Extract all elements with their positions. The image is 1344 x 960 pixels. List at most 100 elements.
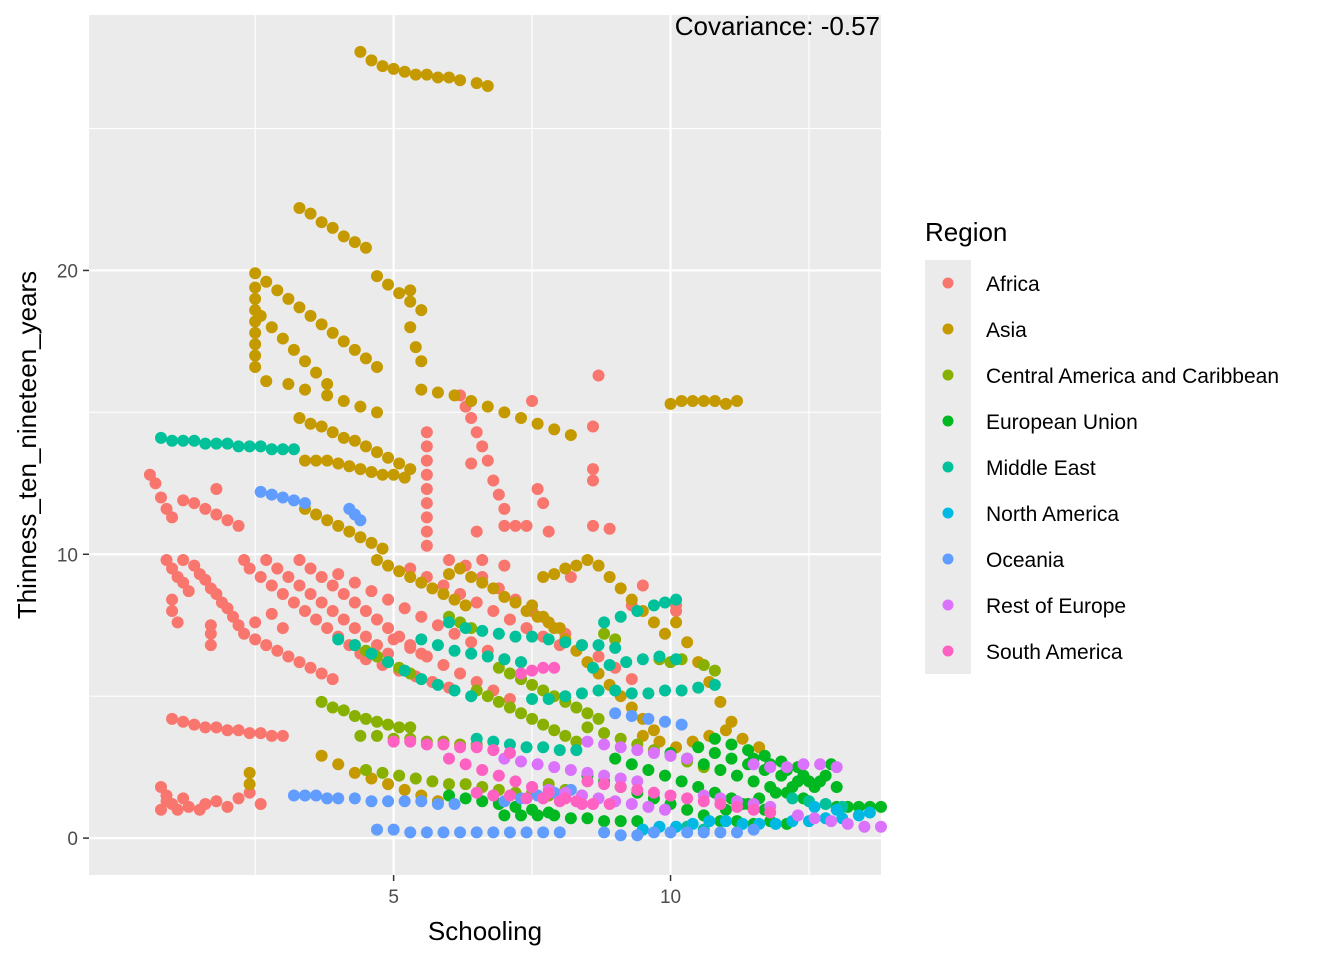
data-point: [681, 792, 694, 805]
data-point: [559, 729, 572, 742]
data-point: [415, 304, 428, 317]
data-point: [304, 588, 317, 601]
data-point: [725, 738, 738, 751]
data-point: [587, 519, 599, 532]
data-point: [609, 752, 622, 765]
data-point: [542, 633, 555, 646]
data-point: [337, 395, 350, 408]
data-point: [542, 525, 555, 538]
data-point: [282, 650, 295, 663]
data-point: [437, 588, 450, 601]
legend-label: Middle East: [986, 457, 1096, 480]
data-point: [708, 746, 721, 759]
data-point: [310, 508, 323, 521]
data-point: [526, 693, 539, 706]
data-point: [448, 627, 461, 640]
series-oceania: [254, 485, 760, 842]
data-point: [797, 758, 810, 771]
data-point: [875, 820, 887, 833]
data-point: [520, 826, 533, 839]
data-point: [376, 766, 389, 779]
data-point: [454, 74, 467, 87]
data-point: [647, 599, 660, 612]
data-point: [382, 593, 395, 606]
data-point: [570, 735, 583, 748]
data-point: [227, 610, 239, 623]
data-point: [293, 202, 306, 215]
data-point: [426, 582, 439, 595]
data-point: [326, 673, 339, 686]
data-point: [398, 65, 411, 78]
data-point: [598, 738, 611, 751]
data-point: [199, 721, 212, 734]
data-point: [708, 664, 721, 677]
data-point: [548, 568, 561, 581]
data-point: [470, 826, 483, 839]
data-point: [166, 562, 179, 575]
data-point: [271, 644, 284, 657]
data-point: [731, 769, 743, 782]
data-point: [448, 798, 461, 811]
data-point: [304, 661, 317, 674]
data-point: [404, 463, 417, 476]
data-point: [564, 812, 577, 825]
data-point: [731, 395, 743, 408]
data-point: [769, 786, 782, 799]
data-point: [393, 565, 406, 578]
data-point: [542, 693, 555, 706]
data-point: [697, 395, 710, 408]
data-point: [348, 343, 361, 356]
data-point: [509, 519, 522, 532]
data-point: [354, 400, 367, 413]
data-point: [287, 789, 300, 802]
data-point: [304, 207, 317, 220]
data-point: [382, 795, 395, 808]
data-point: [155, 803, 167, 816]
data-point: [470, 741, 483, 754]
data-point: [625, 673, 638, 686]
data-point: [315, 318, 328, 331]
data-point: [537, 826, 550, 839]
data-point: [221, 437, 234, 450]
data-point: [719, 815, 732, 828]
data-point: [315, 596, 328, 609]
data-point: [559, 690, 572, 703]
data-point: [210, 795, 223, 808]
y-tick-label: 0: [67, 829, 78, 850]
data-point: [852, 800, 865, 813]
data-point: [537, 570, 550, 583]
data-point: [498, 519, 511, 532]
data-point: [232, 440, 245, 453]
data-point: [653, 735, 666, 748]
data-point: [598, 826, 611, 839]
data-point: [348, 710, 361, 723]
data-point: [393, 769, 406, 782]
data-point: [376, 468, 389, 481]
data-point: [570, 744, 583, 757]
legend-key: [942, 553, 954, 565]
data-point: [531, 417, 544, 430]
data-point: [592, 559, 605, 572]
data-point: [526, 678, 539, 691]
data-point: [249, 292, 262, 305]
data-point: [166, 605, 179, 618]
data-point: [310, 613, 323, 626]
data-point: [708, 732, 721, 745]
data-point: [470, 675, 483, 688]
data-point: [249, 349, 262, 362]
data-point: [293, 656, 306, 669]
data-point: [293, 301, 306, 314]
data-point: [404, 562, 417, 575]
data-point: [276, 622, 289, 635]
data-point: [647, 746, 660, 759]
data-point: [348, 792, 361, 805]
data-point: [254, 570, 267, 583]
data-point: [498, 559, 511, 572]
data-point: [598, 727, 611, 740]
data-point: [587, 463, 599, 476]
data-point: [398, 471, 411, 484]
data-point: [642, 763, 655, 776]
data-point: [664, 826, 677, 839]
data-point: [841, 817, 854, 830]
data-point: [481, 454, 494, 467]
